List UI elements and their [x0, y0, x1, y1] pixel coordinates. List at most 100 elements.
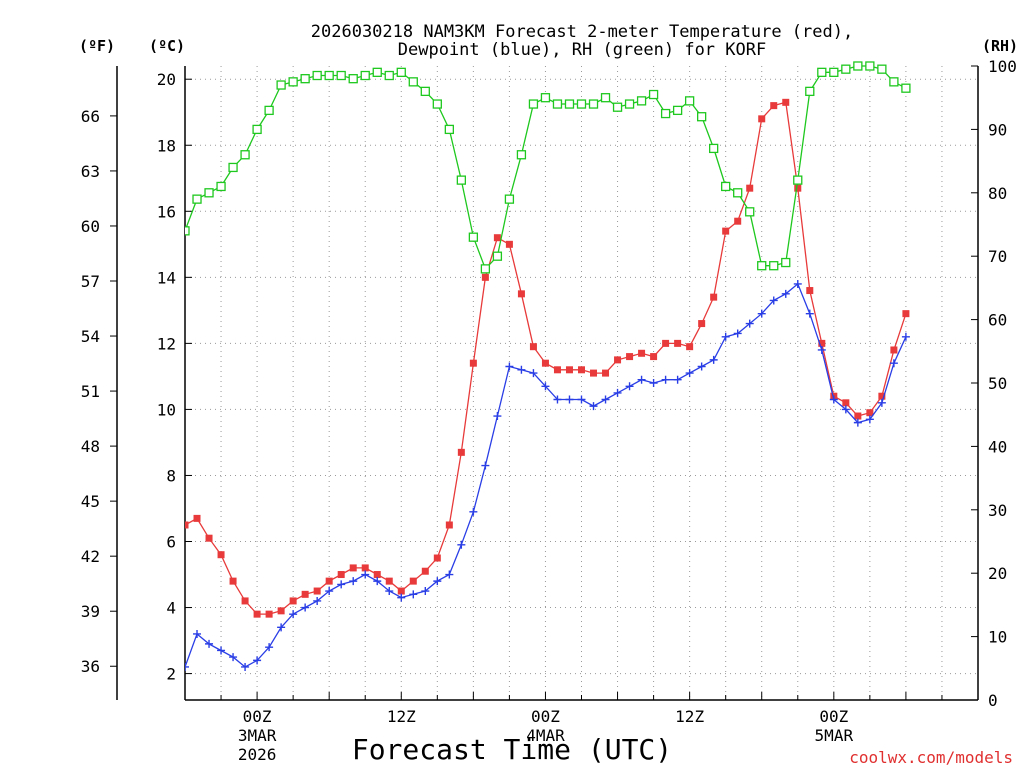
temperature-point [445, 521, 453, 529]
dewpoint-point [433, 577, 442, 586]
rh-point [684, 96, 695, 106]
temperature-point [590, 369, 598, 377]
tick-labels: 36 39 42 45 48 51 54 57 60 63 66 2 4 6 8 10 12 14 16 18 20 0 1… [81, 57, 1017, 764]
dewpoint-point [493, 412, 502, 421]
rh-axis-tick-label: 10 [988, 628, 1007, 647]
dewpoint-point [829, 395, 838, 404]
dewpoint-point [505, 362, 514, 371]
temperature-point [578, 366, 585, 374]
dewpoint-point [289, 610, 298, 619]
dewpoint-point [541, 382, 550, 391]
rh-point [324, 70, 334, 81]
rh-point [300, 74, 310, 84]
rh-axis-tick-label: 50 [988, 374, 1007, 393]
rh-point [709, 143, 719, 154]
c-axis-tick-label: 18 [157, 136, 176, 155]
temperature-point [782, 98, 790, 106]
temperature-point [337, 571, 345, 579]
temperature-point [890, 346, 898, 354]
rh-point [817, 67, 827, 77]
temperature-point [409, 577, 417, 585]
dewpoint-point [373, 577, 382, 586]
rh-point [697, 112, 707, 122]
dewpoint-point [889, 359, 898, 368]
rh-point [420, 86, 430, 97]
temperature-point [698, 320, 706, 328]
rh-point [612, 102, 623, 112]
rh-point [672, 105, 683, 116]
rh-point [540, 93, 551, 103]
f-axis-tick-label: 66 [81, 107, 100, 126]
rh-point [576, 99, 587, 109]
rh-point [480, 264, 491, 274]
x-tick-label-time: 00Z [819, 707, 848, 726]
rh-point [408, 77, 418, 87]
rh-point [648, 89, 659, 100]
dewpoint-point [229, 653, 238, 662]
temperature-point [806, 287, 814, 295]
rh-point [468, 232, 479, 242]
dewpoint-point [553, 395, 562, 404]
rh-point [492, 251, 503, 261]
temperature-point [301, 590, 309, 598]
rh-point [624, 99, 635, 109]
x-tick-label-time: 00Z [531, 707, 560, 726]
dewpoint-point [649, 379, 658, 387]
temperature-point [217, 551, 225, 559]
rh-point [600, 93, 611, 103]
dewpoint-point [481, 461, 490, 470]
dewpoint-point [745, 319, 754, 328]
dewpoint-point [445, 570, 454, 579]
dewpoint-point [841, 405, 850, 414]
temperature-point [385, 577, 393, 585]
temperature-point [373, 571, 381, 579]
dewpoint-point [853, 418, 862, 427]
temperature-point [469, 359, 477, 367]
rh-point [312, 70, 322, 81]
rh-point [757, 261, 767, 271]
rh-point [396, 67, 406, 77]
dewpoint-point [409, 590, 418, 599]
temperature-point [770, 102, 778, 110]
rh-axis-tick-label: 20 [988, 564, 1007, 583]
temperature-point [325, 577, 333, 585]
f-axis-tick-label: 39 [81, 602, 100, 621]
rh-point [264, 105, 274, 116]
dewpoint-point [421, 587, 430, 596]
rh-point [360, 70, 370, 81]
temperature-point [433, 554, 441, 562]
temperature-point [650, 353, 658, 361]
temperature-point [818, 339, 826, 347]
temperature-point [902, 310, 910, 318]
rh-point [889, 77, 899, 87]
dewpoint-point [865, 415, 874, 424]
x-axis-title: Forecast Time (UTC) [352, 733, 672, 766]
rh-axis-tick-label: 0 [988, 691, 998, 710]
f-axis-tick-label: 48 [81, 437, 100, 456]
rh-point [805, 86, 815, 97]
dewpoint-point [901, 332, 910, 341]
dewpoint-point [589, 402, 598, 411]
rh-axis-tick-label: 80 [988, 184, 1007, 203]
dewpoint-point [361, 570, 370, 579]
temperature-point [794, 184, 802, 192]
rh-point [853, 61, 863, 71]
rh-axis-tick-label: 90 [988, 120, 1007, 139]
rh-point [865, 61, 875, 71]
rh-point [841, 64, 851, 74]
temperature-point [481, 273, 489, 281]
series-rh [185, 61, 911, 274]
dewpoint-point [817, 345, 826, 354]
rh-point [901, 83, 911, 93]
c-axis-tick-label: 6 [166, 533, 176, 552]
x-tick-label-date: 3MAR [238, 726, 277, 745]
temperature-point [493, 234, 501, 242]
dewpoint-point [685, 369, 694, 378]
c-axis-tick-label: 10 [157, 400, 176, 419]
temperature-point [349, 564, 357, 572]
temperature-point [421, 567, 429, 575]
rh-point [432, 99, 442, 109]
rh-point [733, 188, 743, 198]
rh-point [588, 99, 599, 109]
